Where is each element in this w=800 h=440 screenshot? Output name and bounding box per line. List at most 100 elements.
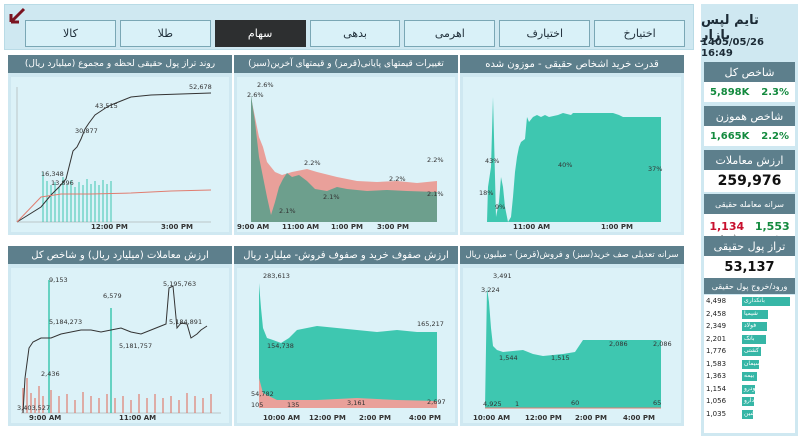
x-tick: 10:00 AM — [473, 414, 511, 422]
flow-list-title: ورود/خروج پول حقیقی — [704, 278, 795, 294]
buy-queue-area — [485, 288, 661, 408]
buy-power-chart — [487, 97, 661, 222]
sector-flow-list: 4,498 بانکداری 2,458 شیمیا 2,349 فولاد 2,201 با… — [704, 295, 795, 433]
data-label: 2,697 — [427, 398, 446, 406]
data-label: 65 — [653, 399, 662, 407]
panel-title: قدرت خرید اشخاص حقیقی - موزون شده — [460, 55, 684, 73]
data-label: 283,613 — [263, 272, 290, 280]
data-label: 2,086 — [609, 340, 628, 348]
data-label: 3,224 — [481, 286, 500, 294]
tab-stocks[interactable]: سهام — [214, 20, 306, 47]
data-label: 43% — [485, 157, 500, 165]
sector-flow-row: 1,583 سیمان — [704, 358, 795, 371]
chart-area: 43% 18% 9% 40% 37% 11:00 AM 1:00 PM — [463, 77, 681, 232]
chart-area: 9,153 5,184,273 6,579 5,195,763 5,184,89… — [11, 268, 229, 423]
x-tick: 1:00 PM — [601, 223, 633, 231]
data-label: 4,925 — [483, 400, 502, 408]
sector-flow-bar — [742, 359, 759, 369]
sector-flow-row: 1,154 خودرو — [704, 383, 795, 396]
per-capita-sell: 1,134 — [709, 219, 745, 233]
sector-flow-value: 2,201 — [706, 334, 727, 343]
sector-flow-name: بانکداری — [744, 297, 765, 304]
per-capita-label: سرانه معامله حقیقی — [704, 194, 795, 214]
sector-flow-bar — [742, 309, 768, 319]
data-label: 13,896 — [51, 179, 74, 187]
data-label: 105 — [251, 401, 264, 409]
sector-flow-value: 1,056 — [706, 397, 727, 405]
baseline-line — [16, 189, 212, 223]
per-capita-buy: 1,553 — [754, 219, 790, 233]
tab-debt[interactable]: بدهی — [309, 20, 401, 47]
sector-flow-name: بانک — [744, 334, 755, 342]
equal-weight-index-box: شاخص هموزن 1,665K 2.2% — [704, 106, 795, 146]
data-label: 3,403,527 — [17, 404, 51, 412]
tab-gold[interactable]: طلا — [119, 20, 211, 47]
equal-weight-index-change: 2.2% — [761, 130, 789, 142]
trade-value-label: ارزش معاملات — [704, 150, 795, 170]
sector-flow-bar — [742, 397, 754, 406]
timestamp: 1405/05/26 16:49 — [701, 37, 764, 59]
data-label: 9,153 — [49, 276, 68, 284]
sector-flow-value: 2,458 — [706, 309, 727, 318]
x-tick: 2:00 PM — [359, 414, 391, 422]
x-tick: 4:00 PM — [623, 414, 655, 422]
tab-call-options[interactable]: اختیارخ — [594, 20, 686, 47]
queue-value-chart — [259, 283, 437, 408]
data-label: 2.6% — [257, 81, 274, 89]
data-label: 40% — [558, 161, 573, 169]
chart-area: 3,491 3,224 1,544 1,515 2,086 2,086 4,92… — [463, 268, 681, 423]
data-label: 2.6% — [247, 91, 264, 99]
sector-flow-value: 1,363 — [706, 372, 727, 380]
tab-put-options[interactable]: اختیارف — [499, 20, 591, 47]
sector-flow-bar — [742, 409, 753, 419]
category-tab-bar: کالا طلا سهام بدهی اهرمی اختیارف اختیارخ — [4, 4, 694, 50]
sector-flow-row: 1,035 ماشین — [704, 408, 795, 421]
chart-area: 283,613 154,738 165,217 54,782 105 135 3… — [237, 268, 455, 423]
sector-flow-value: 1,035 — [706, 409, 727, 418]
sector-flow-name: کشتی — [744, 347, 760, 354]
data-label: 5,181,757 — [119, 342, 153, 350]
data-label: 5,195,763 — [163, 280, 197, 288]
sector-flow-row: 1,056 دارو — [704, 395, 795, 408]
data-label: 1,544 — [499, 354, 518, 362]
data-label: 2.2% — [389, 175, 406, 183]
panel-real-money-flow: روند تراز پول حقیقی لحظه و مجموع (میلیار… — [8, 55, 232, 235]
buy-queue-value-area — [259, 283, 437, 408]
data-label: 2,436 — [41, 370, 60, 378]
data-label: 2.2% — [304, 159, 321, 167]
trade-value-box: ارزش معاملات 259,976 — [704, 150, 795, 192]
back-arrow-icon[interactable] — [8, 7, 26, 25]
x-tick: 11:00 AM — [119, 414, 157, 422]
sell-queue-value-area — [259, 378, 437, 408]
chart-area: 52,678 43,515 30,877 16,348 13,896 12:00… — [11, 77, 229, 232]
cumulative-flow-line — [16, 92, 212, 223]
tab-leveraged[interactable]: اهرمی — [404, 20, 496, 47]
data-label: 165,217 — [417, 320, 444, 328]
panel-title: روند تراز پول حقیقی لحظه و مجموع (میلیار… — [8, 55, 232, 73]
data-label: 43,515 — [95, 102, 118, 110]
data-label: 52,678 — [189, 83, 212, 91]
sector-flow-row: 2,349 فولاد — [704, 320, 795, 333]
net-flow-value: 53,137 — [704, 256, 795, 278]
sector-flow-name: شیمیا — [744, 309, 758, 317]
market-summary-sidebar: تایم لپس بازار 1405/05/26 16:49 شاخص کل … — [701, 4, 798, 436]
data-label: 2.1% — [279, 207, 296, 215]
sector-flow-bar — [742, 322, 767, 331]
trade-value-index-chart — [21, 280, 221, 414]
total-index-line — [22, 285, 208, 414]
data-label: 54,782 — [251, 390, 274, 398]
tab-commodity[interactable]: کالا — [25, 20, 116, 47]
total-index-value: 5,898K — [710, 86, 750, 98]
equal-weight-index-value: 1,665K — [710, 130, 750, 142]
x-tick: 3:00 PM — [377, 223, 409, 231]
x-tick: 12:00 PM — [309, 414, 346, 422]
net-flow-box: تراز پول حقیقی 53,137 — [704, 236, 795, 278]
panel-trade-value-index: ارزش معاملات (میلیارد ریال) و شاخص کل — [8, 246, 232, 426]
sector-flow-bar — [742, 372, 757, 381]
data-label: 3,161 — [347, 399, 366, 407]
sector-flow-row: 2,458 شیمیا — [704, 308, 795, 321]
data-label: 30,877 — [75, 127, 98, 135]
data-label: 2,086 — [653, 340, 672, 348]
sector-flow-row: 4,498 بانکداری — [704, 295, 795, 308]
panel-title: ارزش صفوف خرید و صفوف فروش- میلیارد ریال — [234, 246, 458, 264]
